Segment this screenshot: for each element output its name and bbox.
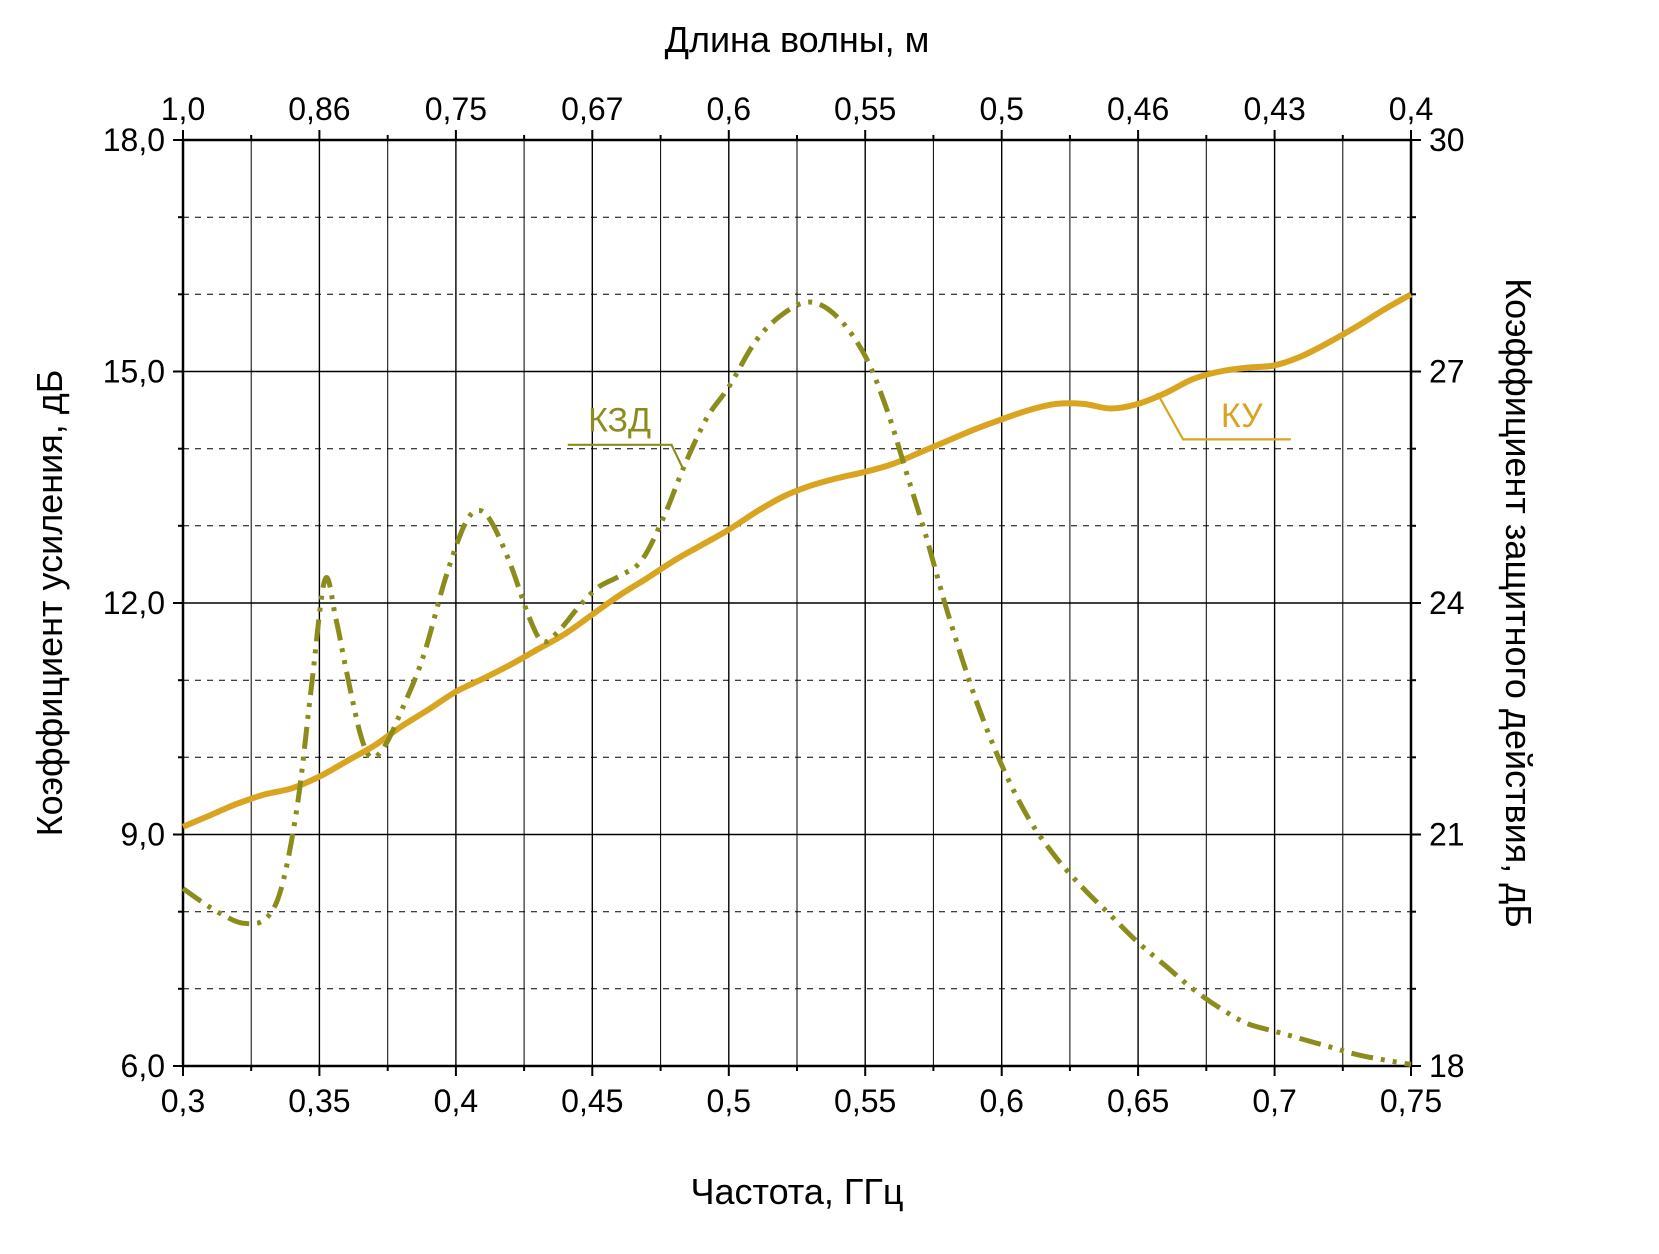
y-right-axis-title: Коэффициент защитного действия, дБ xyxy=(1498,278,1539,928)
x-bottom-tick-label: 0,6 xyxy=(979,1083,1023,1119)
y-left-axis-title: Коэффициент усиления, дБ xyxy=(29,370,70,837)
x-top-tick-label: 0,55 xyxy=(834,91,896,127)
y-left-tick-label: 18,0 xyxy=(103,122,165,158)
x-top-tick-label: 0,6 xyxy=(707,91,751,127)
x-top-tick-label: 0,5 xyxy=(979,91,1023,127)
y-left-tick-label: 12,0 xyxy=(103,585,165,621)
kzd-curve xyxy=(181,299,1412,1067)
x-top-tick-label: 0,46 xyxy=(1107,91,1169,127)
x-bottom-tick-label: 0,65 xyxy=(1107,1083,1169,1119)
ku-label-leader-line xyxy=(1156,392,1291,441)
y-left-tick-label: 6,0 xyxy=(121,1048,165,1084)
annotation-layer: КЗД КУ xyxy=(567,392,1291,471)
y-right-tick-label: 27 xyxy=(1429,354,1465,390)
y-right-tick-label: 24 xyxy=(1429,585,1465,621)
x-top-tick-label: 0,75 xyxy=(425,91,487,127)
y-left-tick-label: 15,0 xyxy=(103,354,165,390)
x-bottom-tick-label: 0,4 xyxy=(434,1083,478,1119)
tick-layer: 0,3 1,0 0,35 0,86 0,4 0,75 0,45 0,67 0,5 0,6 0,55 0… xyxy=(103,91,1465,1119)
x-top-tick-label: 1,0 xyxy=(161,91,205,127)
y-right-tick-label: 21 xyxy=(1429,817,1465,853)
x-bottom-tick-label: 0,45 xyxy=(561,1083,623,1119)
x-bottom-tick-label: 0,5 xyxy=(707,1083,751,1119)
kzd-label-leader-line xyxy=(567,443,685,471)
x-bottom-tick-label: 0,55 xyxy=(834,1083,896,1119)
x-bottom-axis-title: Частота, ГГц xyxy=(690,1171,903,1212)
x-bottom-tick-label: 0,3 xyxy=(161,1083,205,1119)
curves-layer xyxy=(181,291,1413,1067)
x-bottom-tick-label: 0,7 xyxy=(1252,1083,1296,1119)
x-top-axis-title: Длина волны, м xyxy=(665,19,930,60)
kzd-label: КЗД xyxy=(588,402,651,440)
y-right-tick-label: 30 xyxy=(1429,122,1465,158)
x-top-tick-label: 0,86 xyxy=(288,91,350,127)
grid-layer xyxy=(181,138,1413,1068)
y-left-tick-label: 9,0 xyxy=(121,817,165,853)
x-top-tick-label: 0,4 xyxy=(1389,91,1433,127)
y-right-tick-label: 18 xyxy=(1429,1048,1465,1084)
x-top-tick-label: 0,67 xyxy=(561,91,623,127)
x-top-tick-label: 0,43 xyxy=(1243,91,1305,127)
x-bottom-tick-label: 0,35 xyxy=(288,1083,350,1119)
x-bottom-tick-label: 0,75 xyxy=(1380,1083,1442,1119)
ku-label: КУ xyxy=(1221,397,1263,435)
